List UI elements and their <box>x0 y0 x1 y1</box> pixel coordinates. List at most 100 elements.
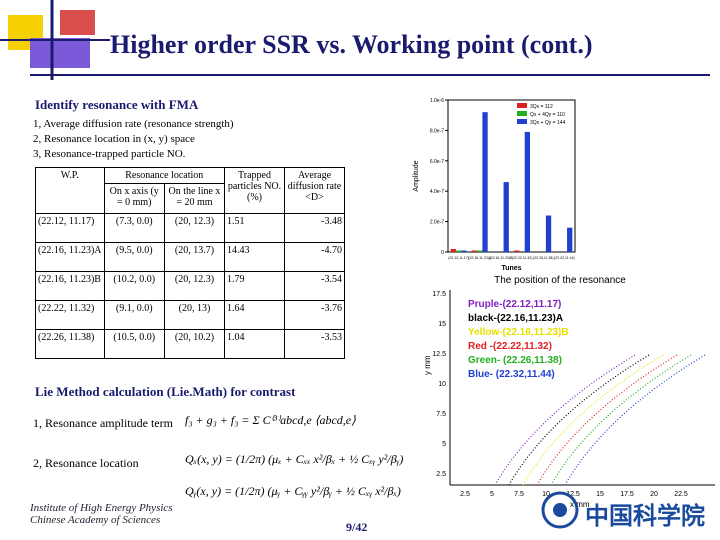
table-cell: (7.3, 0.0) <box>103 213 165 243</box>
x-tick-label: 5 <box>490 491 494 498</box>
legend-label: Red -(22.22,11.32) <box>468 341 552 352</box>
legend-label: Green- (22.26,11.38) <box>468 355 562 366</box>
table-cell: (22.16, 11.23)B <box>35 271 105 301</box>
bar <box>503 182 509 252</box>
x-tick-label: (22.16,11.23)B <box>489 256 513 260</box>
table-cell: (22.16, 11.23)A <box>35 242 105 272</box>
table-body: (22.12, 11.17) (7.3, 0.0) (20, 12.3) 1.51 -3… <box>35 213 345 359</box>
y-tick-label: 8.0e-7 <box>430 128 444 134</box>
lie-heading: Lie Method calculation (Lie.Math) for co… <box>35 384 296 399</box>
y-label: y mm <box>423 355 432 375</box>
table-header: Trapped particles NO. (%) <box>224 167 285 214</box>
logo <box>541 491 579 529</box>
formula: Qᵧ(x, y) = (1/2π) (μᵧ + Cᵧᵧ y²/βᵧ + ½ Cₓ… <box>185 484 401 498</box>
table-row: (22.12, 11.17) (7.3, 0.0) (20, 12.3) 1.51 -3… <box>35 213 345 243</box>
bar-chart: 0 2.0e-7 4.0e-7 6.0e-7 8.0e-7 1.0e-6 (22.12,11… <box>413 98 576 272</box>
table-cell: 1.04 <box>224 329 285 359</box>
table-cell: (9.5, 0.0) <box>103 242 165 272</box>
bar <box>524 131 531 252</box>
legend-label: Blue- (22.32,11.44) <box>468 369 555 380</box>
x-tick-label: 15 <box>596 491 604 498</box>
bar <box>455 250 462 252</box>
logo-text: 中国科学院 <box>585 502 705 530</box>
rule <box>30 74 710 76</box>
y-tick-label: 1.0e-6 <box>430 98 444 104</box>
bar <box>461 250 467 252</box>
bar <box>482 112 488 252</box>
table-row: (22.16, 11.23)B (10.2, 0.0) (20, 12.3) 1.79… <box>35 271 345 301</box>
intro-item: 1, Average diffusion rate (resonance str… <box>33 118 234 130</box>
intro-item: 2, Resonance location in (x, y) space <box>33 133 195 145</box>
bar <box>545 215 552 252</box>
table-cell: (20, 13.7) <box>163 242 226 272</box>
x-tick-label: 2.5 <box>460 491 470 498</box>
table-cell: 14.43 <box>224 242 285 272</box>
x-tick-label: 20 <box>650 491 658 498</box>
lie-item: 1, Resonance amplitude term <box>33 416 173 430</box>
bar <box>567 227 573 252</box>
resonance-curve <box>494 354 636 486</box>
table-row: (22.16, 11.23)A (9.5, 0.0) (20, 13.7) 14.43… <box>35 242 345 272</box>
bar <box>471 250 478 252</box>
x-tick-label: (22.22,11.32) <box>512 256 533 260</box>
y-tick-label: 0 <box>441 250 444 256</box>
x-tick-label: (22.26,11.38) <box>533 256 554 260</box>
resonance-curve <box>564 354 706 486</box>
intro-heading: Identify resonance with FMA <box>35 97 199 112</box>
formula: Qₓ(x, y) = (1/2π) (μₓ + Cₓₓ x²/βₓ + ½ Cₓ… <box>185 452 404 466</box>
table-cell: -3.53 <box>284 329 345 359</box>
x-tick-label: 22.5 <box>674 491 688 498</box>
intro-list: 1, Average diffusion rate (resonance str… <box>33 117 234 162</box>
x-tick-label: 17.5 <box>620 491 634 498</box>
legend-swatch <box>517 119 527 124</box>
intro-item: 3, Resonance-trapped particle NO. <box>33 148 186 160</box>
plot-frame <box>447 99 576 253</box>
y-tick-label: 17.5 <box>432 291 446 298</box>
table-cell: 1.51 <box>224 213 285 243</box>
table-cell: (20, 12.3) <box>163 271 226 301</box>
results-table: W.P. Resonance location Trapped particle… <box>35 167 345 359</box>
resonance-curve <box>550 354 692 486</box>
x-tick-label: 10 <box>542 491 550 498</box>
bar <box>477 250 483 252</box>
resonance-curve <box>522 354 664 486</box>
x-tick-label: (22.16,11.23)A <box>468 256 492 260</box>
table-cell: (20, 12.3) <box>163 213 226 243</box>
legend-label: 3Qx + Qy = 144 <box>530 120 566 126</box>
table-cell: (22.26, 11.38) <box>35 329 105 359</box>
y-tick-label: 15 <box>438 321 446 328</box>
y-tick-label: 10 <box>438 381 446 388</box>
y-tick-label: 2.0e-7 <box>430 220 444 226</box>
table-header: Resonance location <box>103 167 226 184</box>
lie-item: 2, Resonance location <box>33 456 139 470</box>
table-subheader: On the line x = 20 mm <box>163 183 226 214</box>
legend-label: black-(22.16,11.23)A <box>468 313 563 324</box>
institute-line: Institute of High Energy Physics <box>30 502 173 514</box>
legend-label: Yellow-(22.16,11.23)B <box>468 327 569 338</box>
resonance-curve <box>508 354 650 486</box>
table-cell: 1.64 <box>224 300 285 330</box>
x-tick-label: 7.5 <box>514 491 524 498</box>
resonance-plot: The position of the resonance y mm x mm … <box>423 275 715 509</box>
table-cell: -3.54 <box>284 271 345 301</box>
table-cell: -4.70 <box>284 242 345 272</box>
legend-swatch <box>517 103 527 108</box>
table-subheader: On x axis (y = 0 mm) <box>103 183 165 214</box>
table-cell: -3.48 <box>284 213 345 243</box>
table-cell: (22.22, 11.32) <box>35 300 105 330</box>
institute-line: Chinese Academy of Sciences <box>30 514 161 526</box>
y-tick-label: 7.5 <box>436 411 446 418</box>
y-tick-label: 6.0e-7 <box>430 159 444 165</box>
x-tick-label: (22.12,11.17) <box>448 256 469 260</box>
table-header: W.P. <box>35 167 105 214</box>
table-row: (22.22, 11.32) (9.1, 0.0) (20, 13) 1.64 -3.7… <box>35 300 345 330</box>
y-tick-label: 2.5 <box>436 471 446 478</box>
slide-title: Higher order SSR vs. Working point (cont… <box>110 30 593 59</box>
resonance-curve <box>536 354 678 486</box>
table-cell: (20, 10.2) <box>163 329 226 359</box>
table-cell: 1.79 <box>224 271 285 301</box>
table-cell: (9.1, 0.0) <box>103 300 165 330</box>
table-cell: (10.5, 0.0) <box>103 329 165 359</box>
x-tick-label: 12.5 <box>566 491 580 498</box>
